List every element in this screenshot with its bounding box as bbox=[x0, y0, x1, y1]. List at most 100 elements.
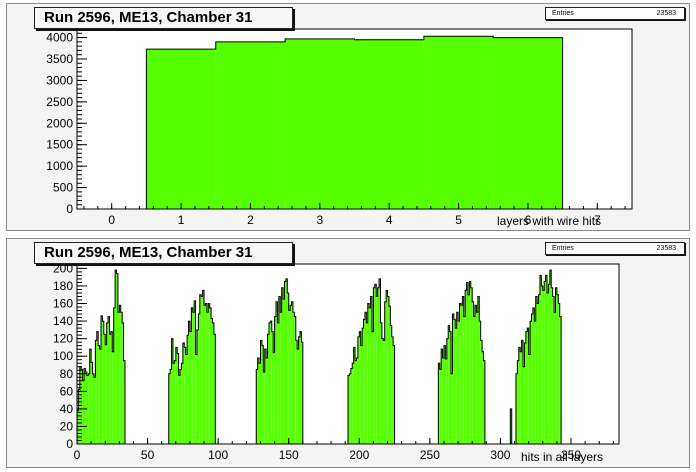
histogram-bar bbox=[82, 380, 85, 444]
histogram-bar bbox=[523, 366, 525, 444]
histogram-bar bbox=[521, 340, 524, 444]
y-tick-label: 2500 bbox=[46, 95, 73, 109]
histogram-pad-layers: 0 500 1000 1500 2000 2500 3000 3500 4000 0 1 2 3 4 5 6 7… bbox=[6, 3, 690, 231]
histogram-bar bbox=[449, 331, 452, 444]
histogram-bar bbox=[189, 331, 192, 444]
histogram-bar bbox=[510, 408, 512, 444]
x-axis-title: hits in all layers bbox=[521, 450, 604, 464]
histogram-bar bbox=[88, 373, 90, 444]
histogram-bar bbox=[268, 322, 271, 444]
histogram-bar bbox=[259, 363, 261, 444]
stats-entries-value: 23583 bbox=[656, 245, 676, 252]
histogram-bar bbox=[188, 321, 190, 444]
histogram-bar bbox=[294, 316, 296, 444]
x-axis-title: layers with wire hits bbox=[497, 214, 602, 228]
histogram-bar bbox=[270, 321, 272, 444]
x-tick-label: 200 bbox=[349, 448, 369, 462]
histogram-bar bbox=[280, 312, 282, 444]
histogram-bar bbox=[466, 282, 468, 444]
histogram-bar bbox=[518, 347, 521, 444]
histogram-bar bbox=[448, 325, 450, 444]
histogram-outline bbox=[168, 289, 216, 444]
histogram-bar bbox=[86, 375, 89, 444]
histogram-bar bbox=[377, 287, 380, 444]
histogram-bar bbox=[391, 336, 394, 444]
histogram-bar bbox=[102, 321, 104, 444]
histogram-bar bbox=[558, 303, 560, 444]
histogram-bar bbox=[349, 373, 351, 444]
histogram-bar bbox=[371, 331, 374, 444]
histogram-bar bbox=[106, 322, 109, 444]
histogram-bar bbox=[285, 38, 355, 209]
histogram-bar bbox=[119, 305, 121, 444]
histogram-outline bbox=[437, 281, 486, 444]
histogram-bar bbox=[195, 354, 197, 444]
histogram-bar bbox=[534, 321, 536, 444]
stats-entries-value: 23583 bbox=[656, 10, 676, 17]
histogram-bar bbox=[98, 345, 100, 444]
histogram-bar bbox=[352, 363, 354, 444]
histogram-bar bbox=[257, 357, 260, 444]
histogram-bar bbox=[366, 322, 368, 444]
stats-box: Entries 23583 bbox=[545, 242, 685, 255]
layers-histogram-svg: 0 500 1000 1500 2000 2500 3000 3500 4000 0 1 2 3 4 5 6 7 bbox=[46, 28, 633, 227]
histogram-bar bbox=[113, 307, 116, 444]
y-tick-label: 60 bbox=[60, 384, 74, 398]
histogram-bar bbox=[538, 294, 540, 444]
histogram-bar bbox=[552, 296, 555, 444]
histogram-bar bbox=[520, 351, 522, 444]
histogram-bar bbox=[472, 301, 474, 444]
histogram-bar bbox=[199, 294, 202, 444]
histogram-bar bbox=[122, 322, 124, 444]
histogram-bar bbox=[201, 296, 203, 444]
y-tick-label: 80 bbox=[60, 367, 74, 381]
histogram-bar bbox=[456, 312, 459, 444]
histogram-bar bbox=[559, 316, 562, 444]
histogram-bar bbox=[376, 296, 378, 444]
y-tick-label: 100 bbox=[53, 349, 73, 363]
histogram-bar bbox=[81, 369, 83, 444]
histogram-bar bbox=[423, 36, 494, 210]
histogram-bar bbox=[168, 373, 171, 444]
histogram-bar bbox=[476, 312, 478, 444]
histogram-bar bbox=[469, 281, 471, 444]
histogram-bar bbox=[260, 340, 262, 444]
histogram-bar bbox=[467, 294, 470, 444]
histogram-bar bbox=[554, 312, 556, 444]
histogram-bar bbox=[295, 340, 298, 444]
histogram-bar bbox=[277, 322, 279, 444]
histogram-bar bbox=[451, 373, 453, 444]
histogram-bar bbox=[298, 336, 301, 444]
x-tick-label: 1 bbox=[178, 213, 185, 227]
stats-entries-label: Entries bbox=[552, 245, 574, 252]
histogram-bar bbox=[357, 336, 360, 444]
histogram-bar bbox=[263, 372, 265, 444]
histogram-bar bbox=[185, 354, 188, 444]
histogram-bar bbox=[184, 347, 186, 444]
histogram-outline bbox=[515, 269, 562, 444]
histogram-bar bbox=[85, 372, 87, 444]
histogram-bar bbox=[369, 307, 371, 444]
y-tick-label: 3000 bbox=[46, 73, 73, 87]
histogram-bar bbox=[205, 303, 207, 444]
histogram-bar bbox=[115, 270, 117, 444]
y-tick-label: 40 bbox=[60, 402, 74, 416]
histogram-bar bbox=[300, 331, 302, 444]
histogram-bar bbox=[453, 319, 456, 444]
histogram-bar bbox=[483, 360, 485, 444]
histogram-bar bbox=[204, 305, 206, 444]
histogram-bar bbox=[123, 360, 125, 444]
y-tick-label: 120 bbox=[53, 332, 73, 346]
histogram-bar bbox=[439, 369, 442, 444]
histogram-bar bbox=[287, 292, 289, 444]
histogram-bar bbox=[380, 322, 382, 444]
histogram-bar bbox=[541, 285, 543, 444]
histogram-bar bbox=[211, 318, 213, 444]
histogram-bar bbox=[191, 307, 193, 444]
histogram-outline bbox=[76, 269, 126, 444]
histogram-bar bbox=[212, 322, 214, 444]
histogram-bar bbox=[517, 360, 519, 444]
histogram-bar bbox=[192, 312, 195, 444]
histogram-outline bbox=[509, 408, 513, 444]
histogram-bar bbox=[387, 296, 389, 444]
